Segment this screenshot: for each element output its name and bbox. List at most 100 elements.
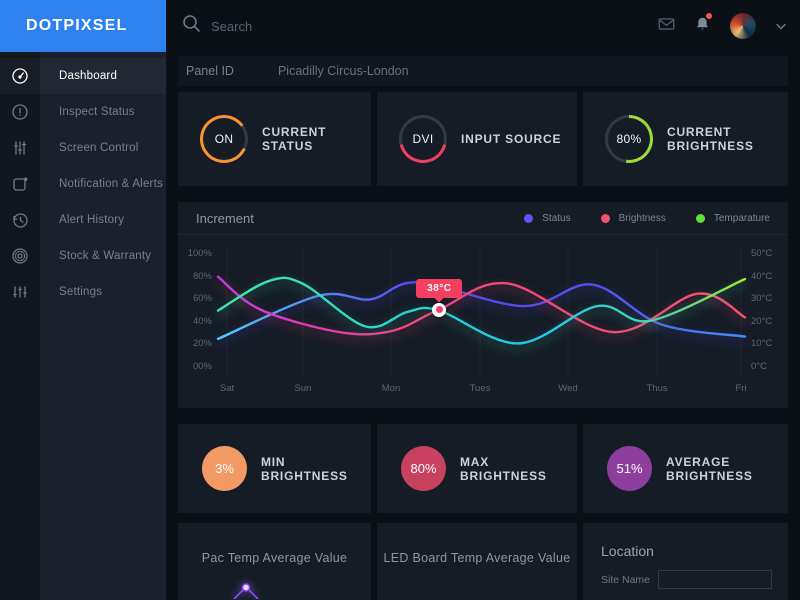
y-axis-left-label: 40% xyxy=(192,315,212,327)
max-brightness-circle: 80% xyxy=(401,446,446,491)
increment-chart-panel: Increment Status Brightness Temparature … xyxy=(178,202,788,408)
sidebar-item-notification-alerts[interactable]: Notification & Alerts xyxy=(0,166,166,202)
x-axis-label: Wed xyxy=(558,383,578,394)
brightness-ring: 80% xyxy=(605,115,653,163)
current-brightness-card: 80% CURRENT BRIGHTNESS xyxy=(583,92,788,186)
sidebar-item-settings[interactable]: Settings xyxy=(0,274,166,310)
sidebar-item-label: Settings xyxy=(59,286,103,298)
sidebar-item-label: Screen Control xyxy=(59,142,139,154)
status-ring: ON xyxy=(200,115,248,163)
sidebar-item-label: Dashboard xyxy=(59,70,118,82)
max-brightness-label: MAX BRIGHTNESS xyxy=(460,454,547,483)
site-name-input[interactable] xyxy=(658,570,772,589)
sidebar-item-screen-control[interactable]: Screen Control xyxy=(0,130,166,166)
y-axis-left-label: 60% xyxy=(192,293,212,305)
chart-tooltip: 38°C xyxy=(416,278,463,298)
gauge-needle-icon xyxy=(233,583,259,599)
y-axis-left-label: 100% xyxy=(187,248,212,259)
brightness-card-label: CURRENT BRIGHTNESS xyxy=(667,125,754,153)
brightness-value: 80% xyxy=(616,132,642,146)
y-axis-right-label: 50°C xyxy=(751,248,773,259)
pac-temp-panel: Pac Temp Average Value xyxy=(178,523,371,600)
y-axis-left-label: 20% xyxy=(192,338,212,350)
app-logo: DOTPIXSEL LAB xyxy=(0,0,166,86)
y-axis-left-label: 80% xyxy=(192,270,212,282)
legend-dot-brightness xyxy=(600,213,610,223)
sidebar-item-stock-warranty[interactable]: Stock & Warranty xyxy=(0,238,166,274)
gauge-icon xyxy=(0,67,40,85)
current-status-card: ON CURRENT STATUS xyxy=(178,92,371,186)
status-card-label: CURRENT STATUS xyxy=(262,125,327,153)
legend-item-brightness[interactable]: Brightness xyxy=(600,212,666,224)
sidebar-item-label: Alert History xyxy=(59,214,125,226)
site-name-label: Site Name xyxy=(601,573,651,586)
search-icon xyxy=(182,14,201,38)
input-source-card: DVI INPUT SOURCE xyxy=(377,92,577,186)
breadcrumb: Panel ID Picadilly Circus-London xyxy=(178,56,788,86)
chart-marker-dot xyxy=(432,302,447,317)
average-brightness-circle: 51% xyxy=(607,446,652,491)
notification-dot xyxy=(706,12,712,19)
input-source-ring: DVI xyxy=(399,115,447,163)
input-source-label: INPUT SOURCE xyxy=(461,132,562,146)
topbar xyxy=(166,0,800,52)
legend-label: Temparature xyxy=(713,212,770,224)
mail-icon[interactable] xyxy=(658,17,675,36)
legend-label: Status xyxy=(542,212,571,224)
x-axis-label: Sat xyxy=(219,383,235,394)
notification-square-icon xyxy=(0,175,40,193)
series-line-status xyxy=(216,281,747,341)
brightness-stats-row: 3% MIN BRIGHTNESS 80% MAX BRIGHTNESS 51%… xyxy=(178,424,788,513)
tooltip-value: 38°C xyxy=(427,282,452,294)
breadcrumb-label: Panel ID xyxy=(186,64,234,78)
input-source-value: DVI xyxy=(412,132,434,146)
x-axis-label: Sun xyxy=(294,383,312,394)
search-input[interactable] xyxy=(211,18,431,34)
average-brightness-card: 51% AVERAGE BRIGHTNESS xyxy=(583,424,788,513)
min-brightness-circle: 3% xyxy=(202,446,247,491)
max-brightness-card: 80% MAX BRIGHTNESS xyxy=(377,424,577,513)
pac-temp-title: Pac Temp Average Value xyxy=(201,551,348,565)
bell-icon[interactable] xyxy=(695,12,712,37)
sidebar-item-dashboard[interactable]: Dashboard xyxy=(0,58,166,94)
avatar[interactable] xyxy=(730,13,756,39)
x-axis-label: Mon xyxy=(381,383,401,394)
history-clock-icon xyxy=(0,211,40,229)
chart-legend: Status Brightness Temparature xyxy=(524,213,770,224)
gear-badge-icon xyxy=(0,247,40,265)
y-axis-left-label: 00% xyxy=(192,361,212,372)
sliders-horizontal-icon xyxy=(0,283,40,301)
chart-title: Increment xyxy=(196,210,254,226)
status-card-row: ON CURRENT STATUS DVI INPUT SOURCE 80% C… xyxy=(178,92,788,186)
led-board-temp-title: LED Board Temp Average Value xyxy=(383,551,571,565)
sidebar-item-inspect-status[interactable]: Inspect Status xyxy=(0,94,166,130)
chevron-down-icon[interactable] xyxy=(776,17,786,35)
x-axis-label: Tues xyxy=(469,383,491,394)
legend-label: Brightness xyxy=(618,212,666,224)
legend-dot-status xyxy=(524,213,534,223)
sidebar-item-label: Notification & Alerts xyxy=(59,178,163,190)
y-axis-right-label: 30°C xyxy=(751,293,773,305)
status-value: ON xyxy=(214,132,234,146)
sidebar: Dashboard Inspect Status Screen Control … xyxy=(0,52,166,600)
x-axis-label: Thus xyxy=(646,383,668,394)
legend-dot-temparature xyxy=(695,213,705,223)
sliders-vertical-icon xyxy=(0,139,40,157)
sidebar-item-alert-history[interactable]: Alert History xyxy=(0,202,166,238)
breadcrumb-value: Picadilly Circus-London xyxy=(277,64,409,78)
location-title: Location xyxy=(601,543,654,559)
sidebar-item-label: Inspect Status xyxy=(59,106,135,118)
y-axis-right-label: 20°C xyxy=(751,315,773,327)
average-brightness-label: AVERAGE BRIGHTNESS xyxy=(666,454,753,483)
min-brightness-card: 3% MIN BRIGHTNESS xyxy=(178,424,371,513)
location-panel: Location Site Name Latitude xyxy=(583,523,788,600)
chart-plot-area: 100% 80% 60% 40% 20% 00% 50°C 40°C 30°C 20°C 10°C 0… xyxy=(178,235,788,408)
legend-item-status[interactable]: Status xyxy=(524,212,571,224)
legend-item-temparature[interactable]: Temparature xyxy=(695,212,770,224)
alert-circle-icon xyxy=(0,103,40,121)
x-axis-label: Fri xyxy=(735,383,747,394)
y-axis-right-label: 10°C xyxy=(751,338,773,350)
site-name-row: Site Name xyxy=(601,570,772,589)
y-axis-right-label: 40°C xyxy=(751,270,773,282)
series-line-brightness xyxy=(216,275,747,336)
